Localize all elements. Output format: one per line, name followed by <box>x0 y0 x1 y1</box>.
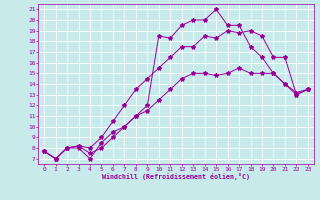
X-axis label: Windchill (Refroidissement éolien,°C): Windchill (Refroidissement éolien,°C) <box>102 173 250 180</box>
